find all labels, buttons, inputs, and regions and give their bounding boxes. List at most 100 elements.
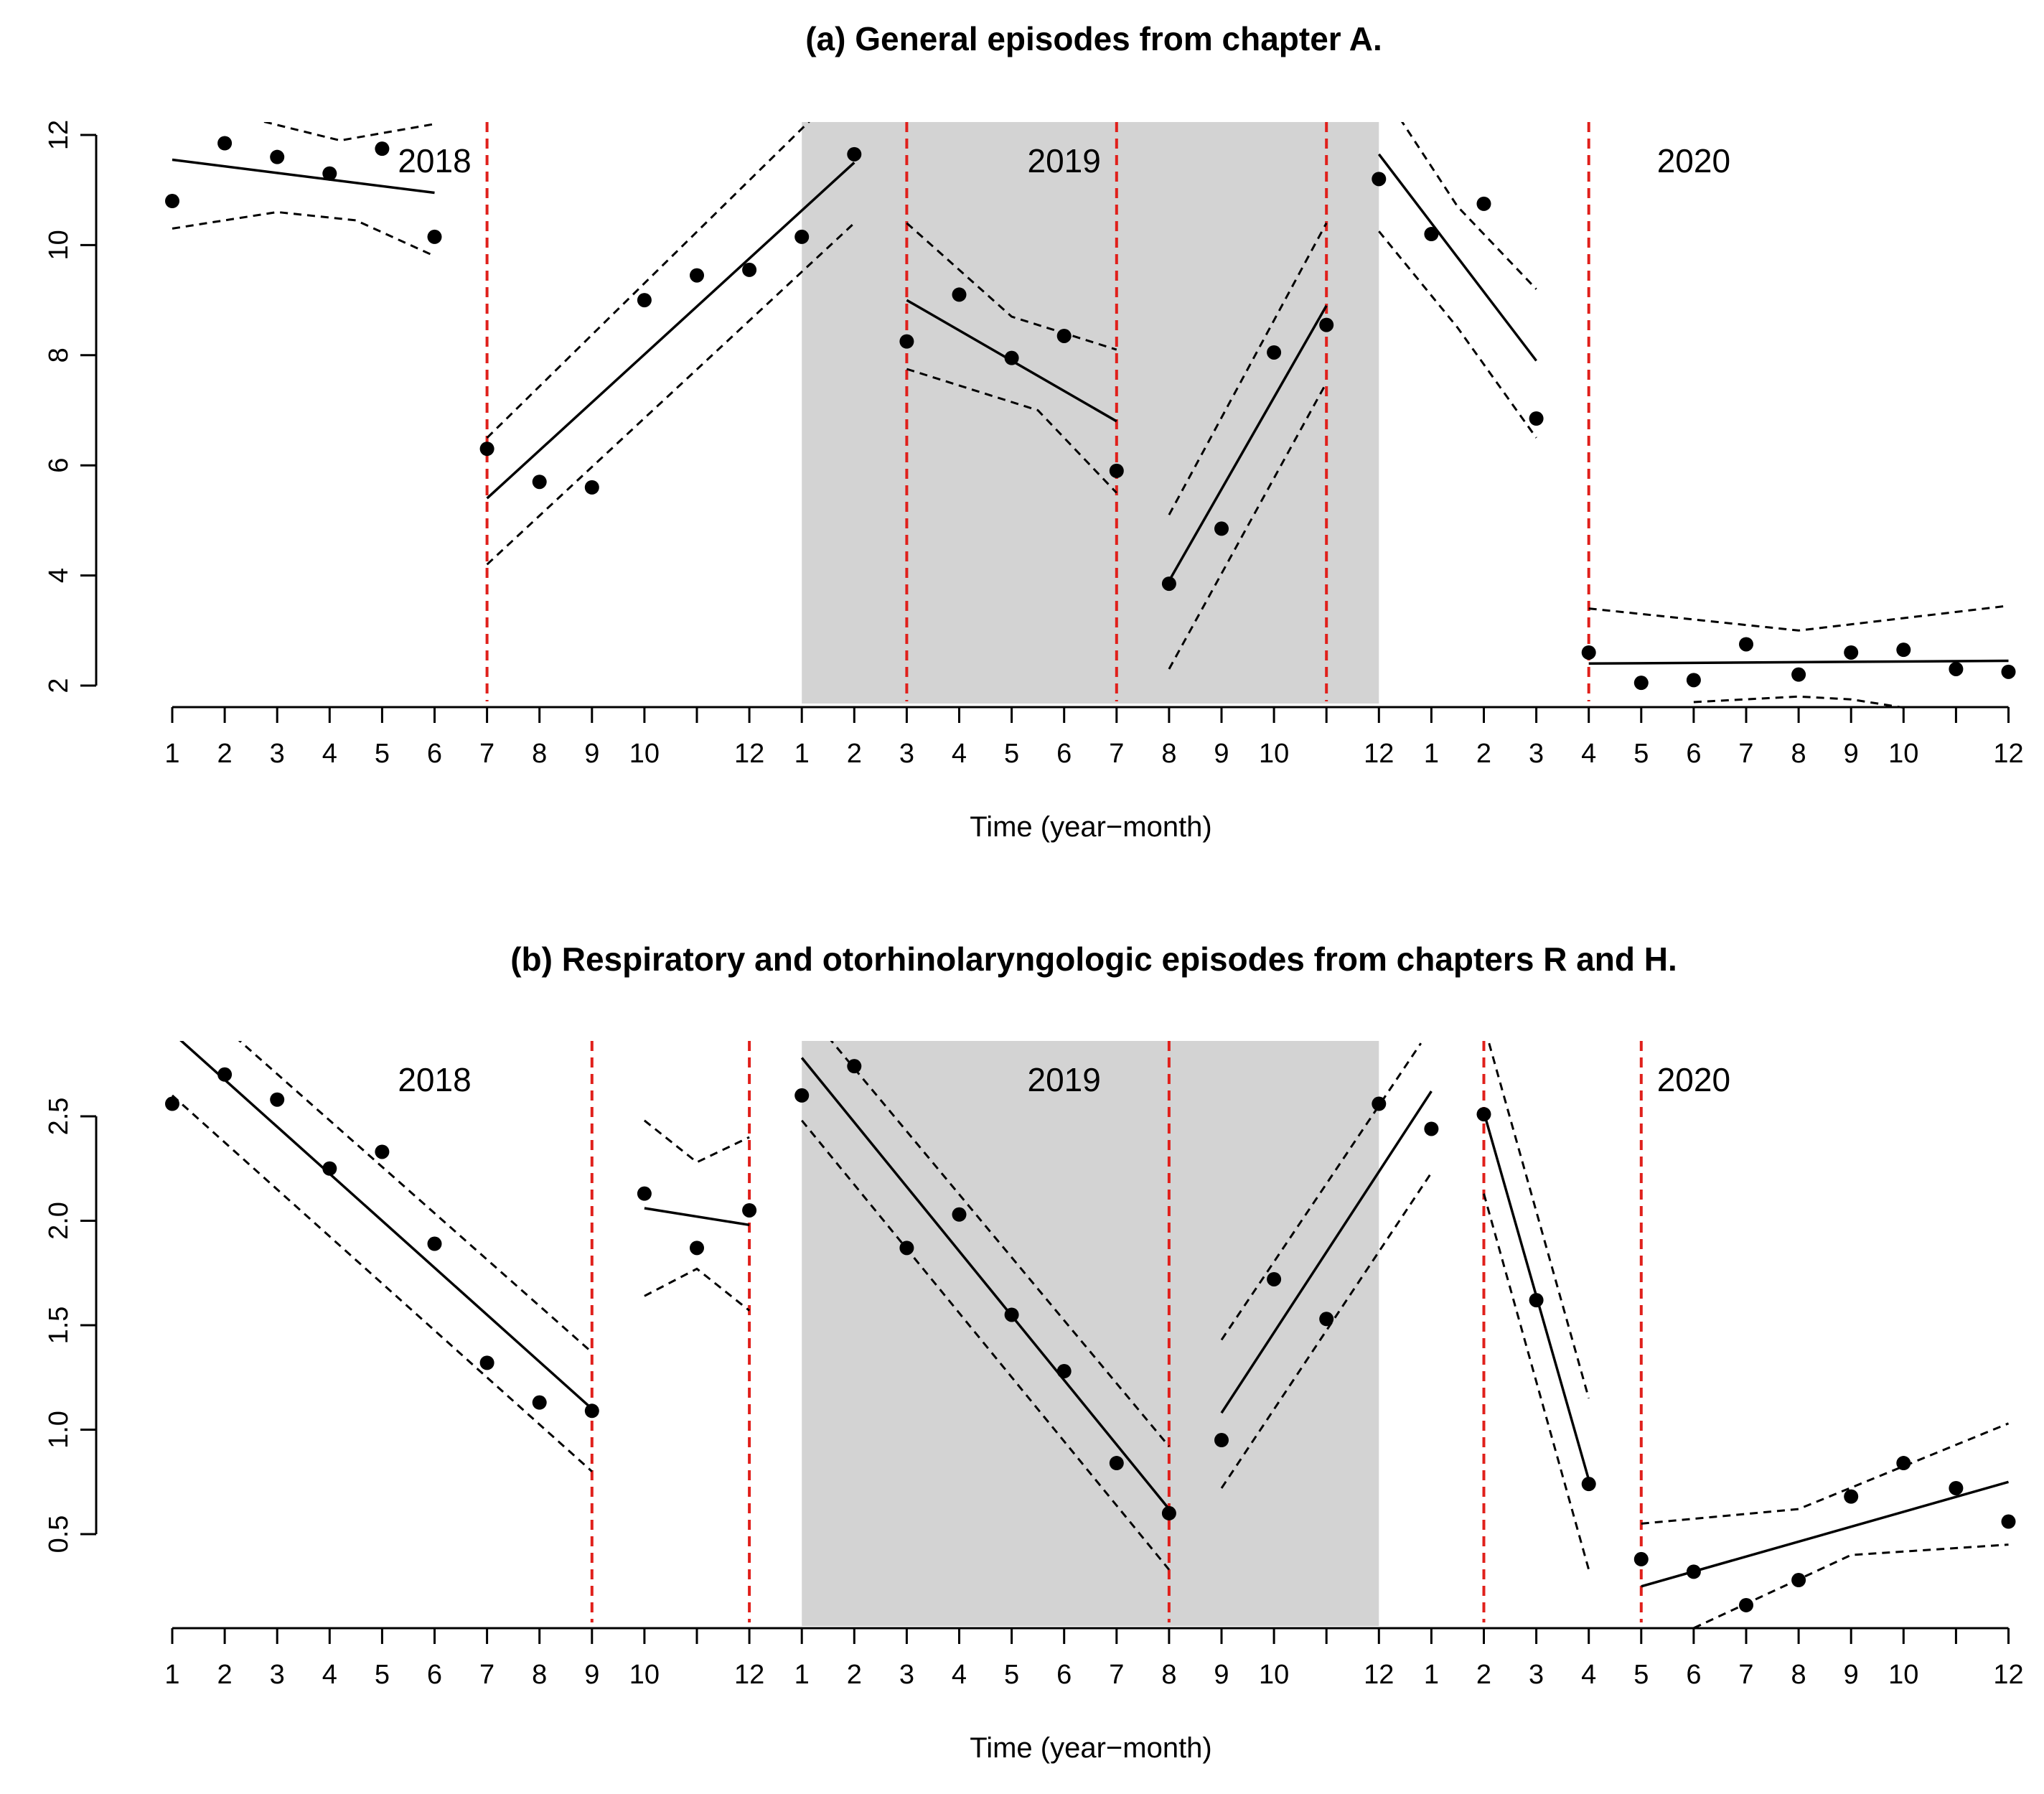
data-point [270,1092,285,1107]
ci-lower-line [1378,230,1537,439]
x-tick-label: 9 [1214,1660,1229,1690]
x-tick-label: 9 [1844,739,1859,769]
data-point [794,1088,810,1103]
x-tick-label: 10 [1259,739,1289,769]
x-tick-label: 3 [270,739,285,769]
fit-lines [172,122,2009,709]
data-point [427,229,442,244]
x-tick-label: 12 [1993,1660,2023,1690]
fit-line [1377,153,1537,362]
data-point [1161,1505,1176,1520]
data-point [1476,1107,1491,1122]
data-point [1581,645,1596,660]
y-axis: 2 4 6 8 10 12 [44,120,98,693]
x-tick-label: 5 [375,739,390,769]
x-axis: 1 2 3 4 5 6 7 8 9 10 12 1 2 3 4 5 6 7 8 9 10 12 1 2 3 4 5 6 7 8 9 10 12 [164,706,2024,769]
data-point [637,1186,652,1201]
data-point [847,1059,862,1074]
data-point [1056,328,1072,343]
ci-upper-line [261,122,435,142]
x-tick-label: 3 [899,1660,914,1690]
x-tick-label: 10 [629,739,660,769]
x-tick-label: 2 [847,1660,862,1690]
x-tick-label: 6 [1686,739,1701,769]
ci-lower-line [644,1267,751,1312]
data-point [1056,1364,1072,1379]
data-point [322,1161,337,1176]
x-tick-label: 3 [270,1660,285,1690]
x-tick-label: 1 [1424,739,1439,769]
y-tick-label: 8 [44,347,74,363]
x-tick-label: 3 [899,739,914,769]
y-tick-label: 2.5 [44,1098,74,1136]
data-point [1739,1597,1753,1612]
data-point [375,1144,390,1159]
data-point [952,1207,967,1222]
x-tick-label: 7 [479,1660,494,1690]
data-point [1372,1096,1387,1111]
ci-upper-line [238,1041,593,1353]
ci-lower-line [1220,1172,1433,1489]
chart-title: (a) General episodes from chapter A. [805,20,1382,57]
x-tick-label: 2 [847,739,862,769]
x-tick-label: 1 [1424,1660,1439,1690]
data-point [532,475,547,490]
ci-lower-line [801,1119,1171,1571]
data-point [690,1241,704,1256]
y-tick-label: 1.5 [44,1307,74,1345]
x-tick-label: 10 [629,1660,660,1690]
x-tick-label: 12 [1993,739,2023,769]
x-tick-label: 1 [164,739,179,769]
y-tick-label: 6 [44,458,74,473]
data-point [479,442,494,457]
x-tick-label: 5 [1004,739,1019,769]
x-tick-label: 12 [1364,739,1394,769]
x-tick-label: 7 [479,739,494,769]
data-point [899,334,914,349]
ci-upper-line [1220,1042,1422,1341]
data-point [952,287,967,302]
data-point [1476,196,1491,211]
x-tick-label: 1 [794,1660,810,1690]
data-point [1791,1573,1806,1588]
x-tick-label: 12 [734,1660,764,1690]
x-tick-label: 7 [1738,739,1753,769]
x-tick-label: 6 [427,739,442,769]
x-tick-label: 9 [1844,1660,1859,1690]
data-point [1161,576,1176,592]
x-tick-label: 3 [1529,1660,1544,1690]
data-point [1004,1307,1019,1322]
data-point [1319,1312,1334,1327]
ci-lower-line [486,222,855,566]
fit-line [1168,304,1328,582]
x-tick-label: 8 [1791,739,1806,769]
data-points [165,136,2016,691]
data-point [2001,664,2016,679]
y-tick-label: 12 [44,120,74,150]
y-tick-label: 2 [44,678,74,693]
x-tick-label: 5 [1633,739,1649,769]
data-point [690,268,704,283]
ci-upper-line [1400,122,1537,290]
data-point [1214,521,1229,536]
data-point [1109,1456,1124,1471]
x-tick-label: 7 [1109,739,1124,769]
y-tick-label: 10 [44,230,74,260]
x-tick-label: 10 [1888,1660,1918,1690]
data-point [217,1067,233,1082]
ci-upper-line [1168,222,1328,515]
x-tick-label: 8 [1791,1660,1806,1690]
data-point [1844,645,1859,660]
fit-line [486,162,855,500]
year-label: 2018 [398,142,471,179]
data-point [742,1202,757,1218]
data-point [479,1355,494,1370]
data-point [584,480,599,495]
fit-line [179,1041,593,1410]
data-point [1267,1271,1282,1286]
x-tick-label: 5 [1004,1660,1019,1690]
x-tick-label: 6 [1056,1660,1072,1690]
data-point [217,136,233,151]
data-point [1791,667,1806,682]
data-point [1896,643,1911,658]
